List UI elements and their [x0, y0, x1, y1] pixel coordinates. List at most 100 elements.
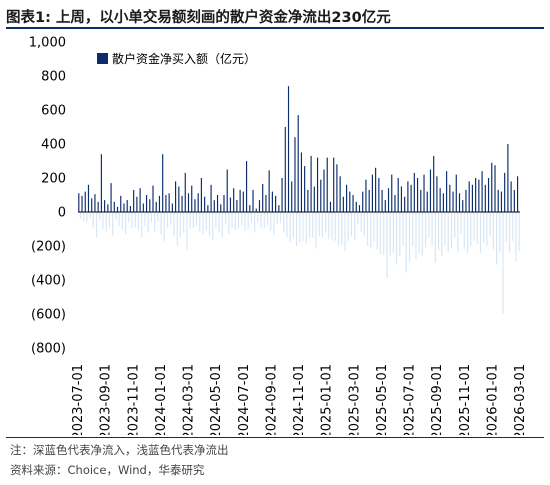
- outflow-bar: [496, 212, 498, 265]
- outflow-bar: [460, 212, 462, 235]
- inflow-bar: [316, 157, 319, 212]
- outflow-bar: [334, 212, 336, 241]
- outflow-bar: [331, 212, 333, 241]
- outflow-bar: [192, 212, 194, 229]
- outflow-bar: [383, 212, 385, 255]
- inflow-bar: [507, 144, 509, 212]
- outflow-bar: [125, 212, 127, 235]
- inflow-bar: [313, 186, 315, 212]
- outflow-bar: [363, 212, 365, 236]
- inflow-bar: [291, 181, 293, 212]
- x-tick-label: 2024-03-01: [182, 364, 197, 435]
- outflow-bar: [415, 212, 417, 260]
- inflow-bar: [397, 178, 399, 212]
- outflow-bar: [260, 212, 262, 228]
- inflow-bar: [242, 191, 244, 212]
- outflow-bar: [505, 212, 507, 242]
- inflow-bar: [158, 195, 161, 212]
- outflow-bar: [360, 212, 362, 232]
- y-tick-label: (800): [31, 342, 66, 357]
- outflow-bar: [344, 212, 346, 252]
- outflow-bar: [83, 212, 85, 222]
- inflow-bar: [504, 172, 506, 212]
- inflow-bar: [468, 181, 470, 212]
- inflow-bar: [178, 186, 180, 212]
- outflow-bar: [234, 212, 236, 230]
- x-tick-label: 2024-11-01: [292, 364, 307, 435]
- outflow-bar: [263, 212, 265, 229]
- outflow-bar: [79, 212, 81, 219]
- outflow-bar: [315, 212, 317, 249]
- inflow-bar: [326, 157, 328, 212]
- outflow-bar: [160, 212, 162, 235]
- outflow-bar: [425, 212, 427, 248]
- outflow-bar: [212, 212, 214, 241]
- inflow-bar: [223, 195, 225, 212]
- outflow-bar: [305, 212, 307, 244]
- outflow-bar: [147, 212, 149, 233]
- outflow-bar: [402, 212, 404, 246]
- inflow-bar: [281, 178, 283, 212]
- inflow-bar: [97, 201, 99, 212]
- inflow-bar: [449, 184, 451, 212]
- inflow-bar: [381, 189, 383, 212]
- x-tick-label: 2025-09-01: [430, 364, 445, 435]
- inflow-bar: [478, 179, 480, 212]
- outflow-bar: [244, 212, 246, 231]
- y-tick-label: (600): [31, 308, 66, 323]
- outflow-bar: [399, 212, 401, 257]
- inflow-bar: [500, 191, 503, 212]
- x-tick-label: 2025-11-01: [458, 364, 473, 435]
- outflow-bar: [370, 212, 372, 248]
- outflow-bar: [247, 212, 249, 229]
- outflow-bar: [118, 212, 120, 226]
- inflow-bar: [346, 184, 348, 212]
- outflow-bar: [431, 212, 433, 246]
- inflow-bar: [400, 186, 403, 212]
- outflow-bar: [376, 212, 378, 250]
- inflow-bar: [284, 127, 286, 212]
- outflow-bar: [489, 212, 491, 236]
- x-tick-label: 2024-05-01: [209, 364, 224, 435]
- outflow-bar: [115, 212, 117, 220]
- inflow-bar: [168, 193, 170, 212]
- outflow-bar: [325, 212, 327, 233]
- outflow-bar: [176, 212, 178, 246]
- footer-divider: [6, 437, 544, 438]
- inflow-bar: [123, 203, 125, 212]
- chart-source: 资料来源：Choice，Wind，华泰研究: [10, 463, 205, 477]
- chart-legend: 散户资金净买入额（亿元）: [97, 51, 256, 66]
- outflow-bar: [257, 212, 259, 223]
- inflow-bar: [200, 178, 202, 212]
- inflow-bar: [255, 208, 257, 212]
- outflow-bar: [221, 212, 223, 238]
- inflow-bar: [355, 201, 357, 212]
- x-tick-label: 2025-05-01: [375, 364, 390, 435]
- outflow-bar: [86, 212, 88, 223]
- outflow-bar: [112, 212, 114, 236]
- outflow-bar: [179, 212, 182, 238]
- outflow-bar: [128, 212, 130, 223]
- outflow-bar: [444, 212, 446, 246]
- legend-label: 散户资金净买入额（亿元）: [112, 51, 256, 66]
- x-tick-label: 2025-07-01: [403, 364, 418, 435]
- inflow-bar: [155, 201, 157, 212]
- inflow-bar: [336, 164, 338, 212]
- outflow-bar: [389, 212, 391, 256]
- outflow-bar: [289, 212, 291, 242]
- inflow-bar: [265, 195, 267, 212]
- x-tick-label: 2026-03-01: [513, 364, 528, 435]
- inflow-bar: [391, 174, 393, 212]
- x-tick-label: 2024-09-01: [264, 364, 279, 435]
- inflow-bar: [275, 195, 277, 212]
- inflow-bar: [133, 189, 135, 212]
- inflow-bar: [210, 184, 212, 212]
- inflow-bar: [207, 205, 209, 212]
- inflow-bar: [342, 196, 344, 212]
- x-tick-label: 2024-01-01: [154, 364, 169, 435]
- inflow-bar: [375, 167, 377, 212]
- inflow-bar: [339, 176, 341, 212]
- outflow-bar: [483, 212, 485, 243]
- inflow-bar: [497, 189, 499, 212]
- outflow-bar: [373, 212, 375, 242]
